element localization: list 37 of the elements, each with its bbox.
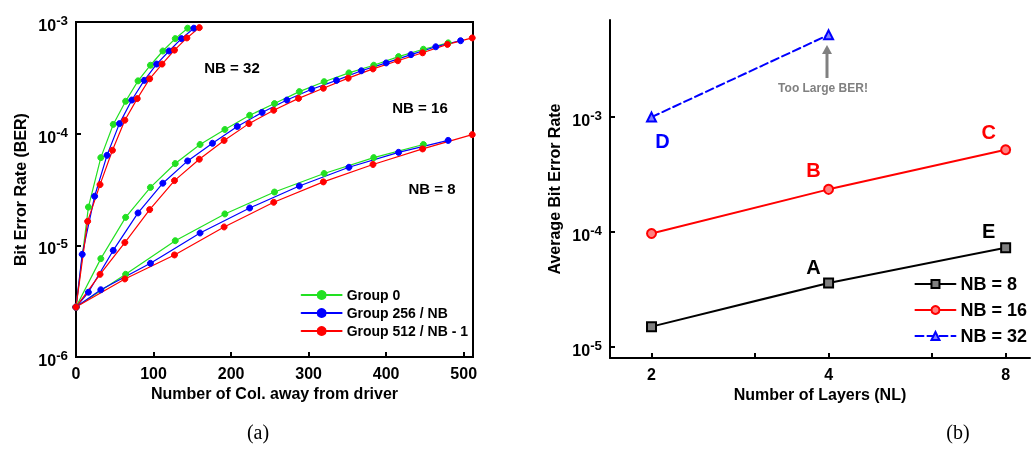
legend-label: NB = 8 [960, 274, 1017, 294]
y-tick-label: 10$^{-5}$ [572, 336, 602, 360]
legend-label: Group 256 / NB [346, 305, 448, 321]
x-tick-label: 500 [450, 364, 478, 382]
x-tick-label: 8 [1001, 365, 1011, 383]
annotation: NB = 32 [204, 58, 260, 76]
x-tick-label: 0 [71, 364, 81, 382]
annotation: D [655, 130, 670, 153]
x-axis-title: Number of Col. away from driver [150, 385, 399, 403]
x-axis-title: Number of Layers (NL) [733, 386, 907, 404]
y-axis-title: Average Bit Error Rate [545, 103, 563, 275]
x-tick-label: 100 [140, 364, 167, 382]
annotation: B [806, 159, 821, 182]
x-tick-label: 200 [217, 364, 245, 382]
annotation: Too Large BER! [778, 81, 868, 95]
annotation: A [806, 255, 821, 278]
y-tick-label: 10$^{-3}$ [572, 106, 602, 130]
legend-label: Group 512 / NB - 1 [346, 323, 469, 339]
text: (b) [946, 421, 970, 444]
x-tick-label: 300 [295, 364, 323, 382]
x-tick-label: 2 [647, 365, 657, 383]
y-tick-label: 10$^{-3}$ [38, 11, 68, 35]
y-tick-label: 10$^{-5}$ [38, 234, 68, 259]
annotation: NB = 16 [392, 98, 448, 116]
annotation: NB = 8 [408, 179, 456, 197]
x-tick-label: 4 [824, 365, 834, 383]
y-axis-title: Bit Error Rate (BER) [11, 113, 29, 266]
annotation: E [981, 219, 996, 242]
legend-label: Group 0 [346, 287, 401, 303]
y-tick-label: 10$^{-4}$ [38, 123, 68, 147]
text: (a) [246, 421, 270, 444]
y-tick-label: 10$^{-4}$ [572, 221, 602, 245]
y-tick-label: 10$^{-6}$ [38, 346, 68, 370]
x-tick-label: 400 [372, 364, 400, 382]
annotation: C [981, 120, 996, 143]
legend-label: NB = 16 [960, 300, 1028, 320]
legend-label: NB = 32 [960, 326, 1028, 346]
